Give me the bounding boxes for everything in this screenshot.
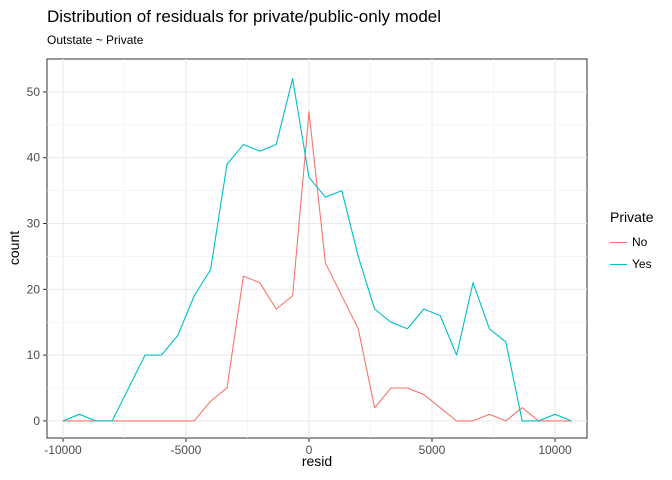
y-tick-label: 0 — [33, 414, 40, 428]
chart-title: Distribution of residuals for private/pu… — [47, 7, 442, 26]
series-line-yes — [62, 78, 572, 422]
legend-label-yes: Yes — [632, 257, 652, 271]
legend-title: Private — [610, 209, 654, 225]
x-axis-label: resid — [302, 453, 332, 469]
y-tick-label: 20 — [27, 282, 41, 296]
minor-gridlines — [47, 59, 587, 438]
plot-panel — [46, 58, 588, 439]
legend-label-no: No — [632, 235, 648, 249]
x-tick-label: 5000 — [419, 443, 446, 457]
legend-key-yes — [610, 256, 627, 273]
y-tick-label: 40 — [27, 151, 41, 165]
series-lines — [62, 78, 572, 422]
major-gridlines — [47, 59, 587, 438]
legend-key-no — [610, 234, 627, 251]
x-tick-label: 10000 — [538, 443, 572, 457]
x-tick-label: -5000 — [171, 443, 202, 457]
y-tick-label: 10 — [27, 348, 41, 362]
x-tick-label: -10000 — [44, 443, 82, 457]
y-tick-label: 30 — [27, 216, 41, 230]
legend: Private No Yes — [610, 209, 654, 275]
y-axis-label: count — [6, 231, 22, 265]
y-tick-label: 50 — [27, 85, 41, 99]
legend-item-no: No — [610, 231, 654, 253]
x-axis-ticks: -10000 -5000 0 5000 10000 — [44, 438, 572, 457]
y-axis-ticks: 0 10 20 30 40 50 — [27, 85, 47, 428]
chart-subtitle: Outstate ~ Private — [47, 33, 144, 47]
legend-item-yes: Yes — [610, 253, 654, 275]
x-tick-label: 0 — [306, 443, 313, 457]
